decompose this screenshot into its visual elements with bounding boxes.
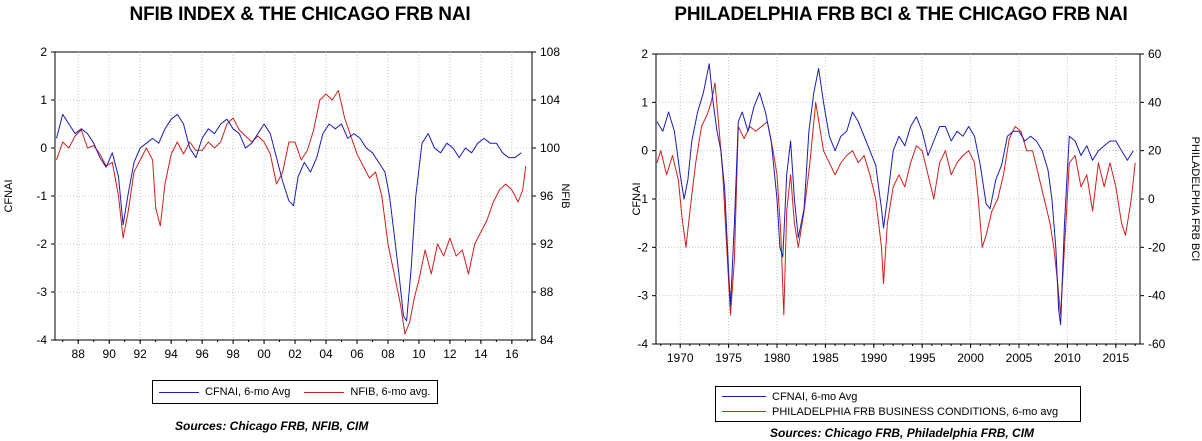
x-tick-label-right: 2010 bbox=[1054, 351, 1081, 365]
y-axis-label-right: CFNAI bbox=[631, 183, 643, 216]
y2-tick-label-left: 104 bbox=[540, 93, 560, 107]
y-tick-label-left: 0 bbox=[40, 141, 47, 155]
y2-tick-label-right: 60 bbox=[1148, 47, 1162, 61]
x-tick-label-left: 94 bbox=[164, 347, 178, 361]
series-line-secondary-right bbox=[656, 82, 1136, 316]
legend-right: CFNAI, 6-mo Avg PHILADELPHIA FRB BUSINES… bbox=[715, 386, 1081, 422]
x-tick-label-right: 2005 bbox=[1006, 351, 1033, 365]
y-tick-label-right: -4 bbox=[637, 337, 648, 351]
legend-swatch-cfnai bbox=[159, 391, 199, 393]
x-tick-label-left: 98 bbox=[226, 347, 240, 361]
x-tick-label-left: 92 bbox=[133, 347, 147, 361]
legend-label-cfnai-right: CFNAI, 6-mo Avg bbox=[772, 390, 858, 403]
chart-title-right: PHILADELPHIA FRB BCI & THE CHICAGO FRB N… bbox=[674, 4, 1128, 25]
x-tick-label-right: 1985 bbox=[812, 351, 839, 365]
y2-tick-label-left: 108 bbox=[540, 45, 560, 59]
y2-axis-label-right: PHILADELPHIA FRB BCI bbox=[1189, 137, 1201, 262]
sources-left: Sources: Chicago FRB, NFIB, CIM bbox=[175, 419, 369, 433]
x-tick-label-right: 2000 bbox=[957, 351, 984, 365]
y2-tick-label-left: 96 bbox=[540, 189, 554, 203]
y-tick-label-left: 1 bbox=[40, 93, 47, 107]
plot-area-left bbox=[54, 51, 533, 341]
y-tick-label-right: 0 bbox=[641, 144, 648, 158]
legend-swatch-nfib bbox=[304, 391, 345, 393]
y-tick-label-right: -3 bbox=[637, 289, 648, 303]
y2-tick-label-left: 88 bbox=[540, 285, 554, 299]
series-line-secondary-left bbox=[56, 89, 527, 335]
y2-tick-label-right: -60 bbox=[1148, 337, 1166, 351]
y-tick-label-left: -1 bbox=[36, 189, 47, 203]
series-line-cfnai-left bbox=[56, 113, 522, 322]
y2-tick-label-right: -40 bbox=[1148, 289, 1166, 303]
y2-tick-label-left: 92 bbox=[540, 237, 554, 251]
x-tick-label-left: 10 bbox=[412, 347, 426, 361]
x-tick-label-right: 1995 bbox=[909, 351, 936, 365]
x-tick-label-left: 00 bbox=[257, 347, 271, 361]
x-tick-label-left: 16 bbox=[505, 347, 519, 361]
y-tick-label-right: 2 bbox=[641, 47, 648, 61]
x-tick-label-right: 1975 bbox=[715, 351, 742, 365]
legend-left: CFNAI, 6-mo Avg NFIB, 6-mo avg. bbox=[152, 380, 438, 404]
x-tick-label-left: 96 bbox=[195, 347, 209, 361]
legend-swatch-philly bbox=[722, 411, 766, 412]
x-tick-label-right: 1980 bbox=[764, 351, 791, 365]
sources-right: Sources: Chicago FRB, Philadelphia FRB, … bbox=[770, 426, 1035, 440]
x-tick-label-left: 02 bbox=[288, 347, 302, 361]
x-tick-label-left: 04 bbox=[319, 347, 333, 361]
legend-label-cfnai-left: CFNAI, 6-mo Avg bbox=[205, 386, 291, 398]
x-tick-label-right: 1990 bbox=[860, 351, 887, 365]
x-tick-label-right: 2015 bbox=[1102, 351, 1129, 365]
y-axis-label-left: CFNAI bbox=[3, 180, 15, 213]
chart-title-left: NFIB INDEX & THE CHICAGO FRB NAI bbox=[129, 4, 471, 25]
x-tick-label-left: 08 bbox=[381, 347, 395, 361]
y2-axis-label-left: NFIB bbox=[559, 183, 571, 208]
y-tick-label-left: -4 bbox=[36, 333, 47, 347]
x-tick-label-left: 88 bbox=[72, 347, 86, 361]
y2-tick-label-right: 40 bbox=[1148, 95, 1162, 109]
legend-label-nfib: NFIB, 6-mo avg. bbox=[350, 386, 431, 398]
legend-label-philly: PHILADELPHIA FRB BUSINESS CONDITIONS, 6-… bbox=[772, 405, 1059, 418]
x-tick-label-left: 14 bbox=[474, 347, 488, 361]
y-tick-label-right: -2 bbox=[637, 240, 648, 254]
y-tick-label-left: -2 bbox=[36, 237, 47, 251]
y-tick-label-left: 2 bbox=[40, 45, 47, 59]
y2-tick-label-right: 0 bbox=[1148, 192, 1155, 206]
y2-tick-label-left: 100 bbox=[540, 141, 560, 155]
y2-tick-label-left: 84 bbox=[540, 333, 554, 347]
x-tick-label-left: 90 bbox=[103, 347, 117, 361]
chart-right: 2 1 0 -1 -2 -3 -4 60 40 20 0 -20 -40 -60 1970 1975 1980 1… bbox=[631, 47, 1201, 365]
legend-swatch-cfnai-right bbox=[722, 396, 766, 397]
y-tick-label-left: -3 bbox=[36, 285, 47, 299]
y-tick-label-right: -1 bbox=[637, 192, 648, 206]
y2-tick-label-right: 20 bbox=[1148, 144, 1162, 158]
x-tick-label-left: 12 bbox=[443, 347, 457, 361]
series-line-cfnai-right bbox=[656, 63, 1134, 326]
x-tick-label-left: 06 bbox=[350, 347, 364, 361]
y2-tick-label-right: -20 bbox=[1148, 240, 1166, 254]
x-tick-label-right: 1970 bbox=[667, 351, 694, 365]
y-tick-label-right: 1 bbox=[641, 95, 648, 109]
